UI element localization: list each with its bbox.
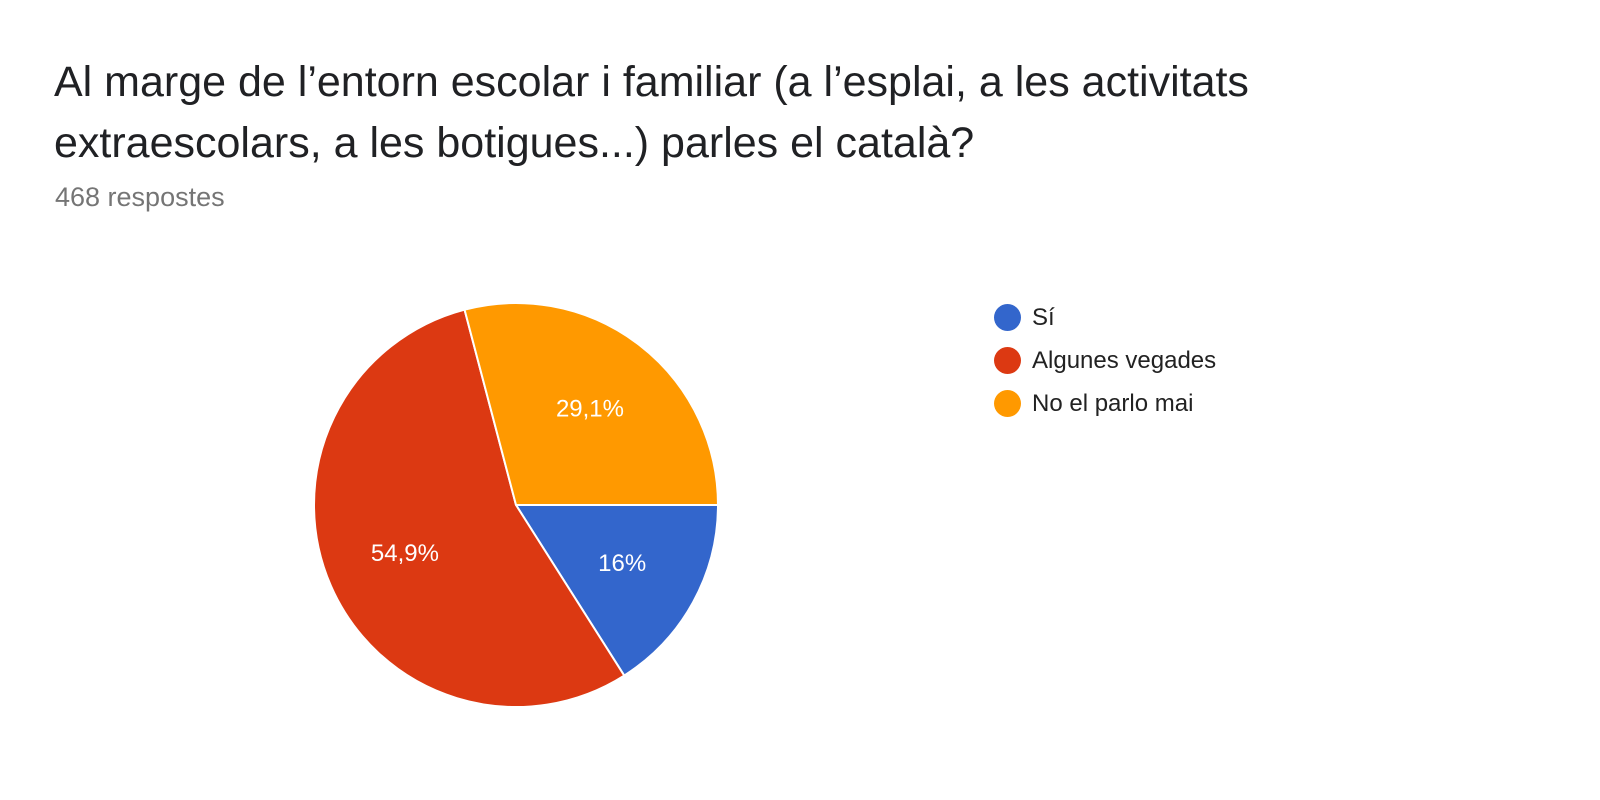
slice-label-algunes-vegades: 54,9% <box>371 540 439 567</box>
slice-label-si: 16% <box>598 550 646 577</box>
legend-item-no-el-parlo-mai[interactable]: No el parlo mai <box>994 382 1216 425</box>
legend-swatch-icon <box>994 347 1021 374</box>
pie-slice-no-el-parlo-mai[interactable] <box>463 302 719 506</box>
legend-item-algunes-vegades[interactable]: Algunes vegades <box>994 339 1216 382</box>
legend-item-si[interactable]: Sí <box>994 296 1216 339</box>
chart-title: Al marge de l’entorn escolar i familiar … <box>54 58 1249 167</box>
slice-label-no-el-parlo-mai: 29,1% <box>556 396 624 423</box>
legend-label: Sí <box>1032 303 1055 331</box>
response-count: 468 respostes <box>55 182 225 212</box>
legend-label: Algunes vegades <box>1032 346 1217 374</box>
legend-label: No el parlo mai <box>1032 389 1194 417</box>
legend-swatch-icon <box>994 304 1021 331</box>
pie-slice-algunes-vegades[interactable] <box>313 308 626 708</box>
legend-swatch-icon <box>994 390 1021 417</box>
pie-slice-si[interactable] <box>515 504 719 677</box>
legend: Sí Algunes vegades No el parlo mai <box>994 296 1216 425</box>
